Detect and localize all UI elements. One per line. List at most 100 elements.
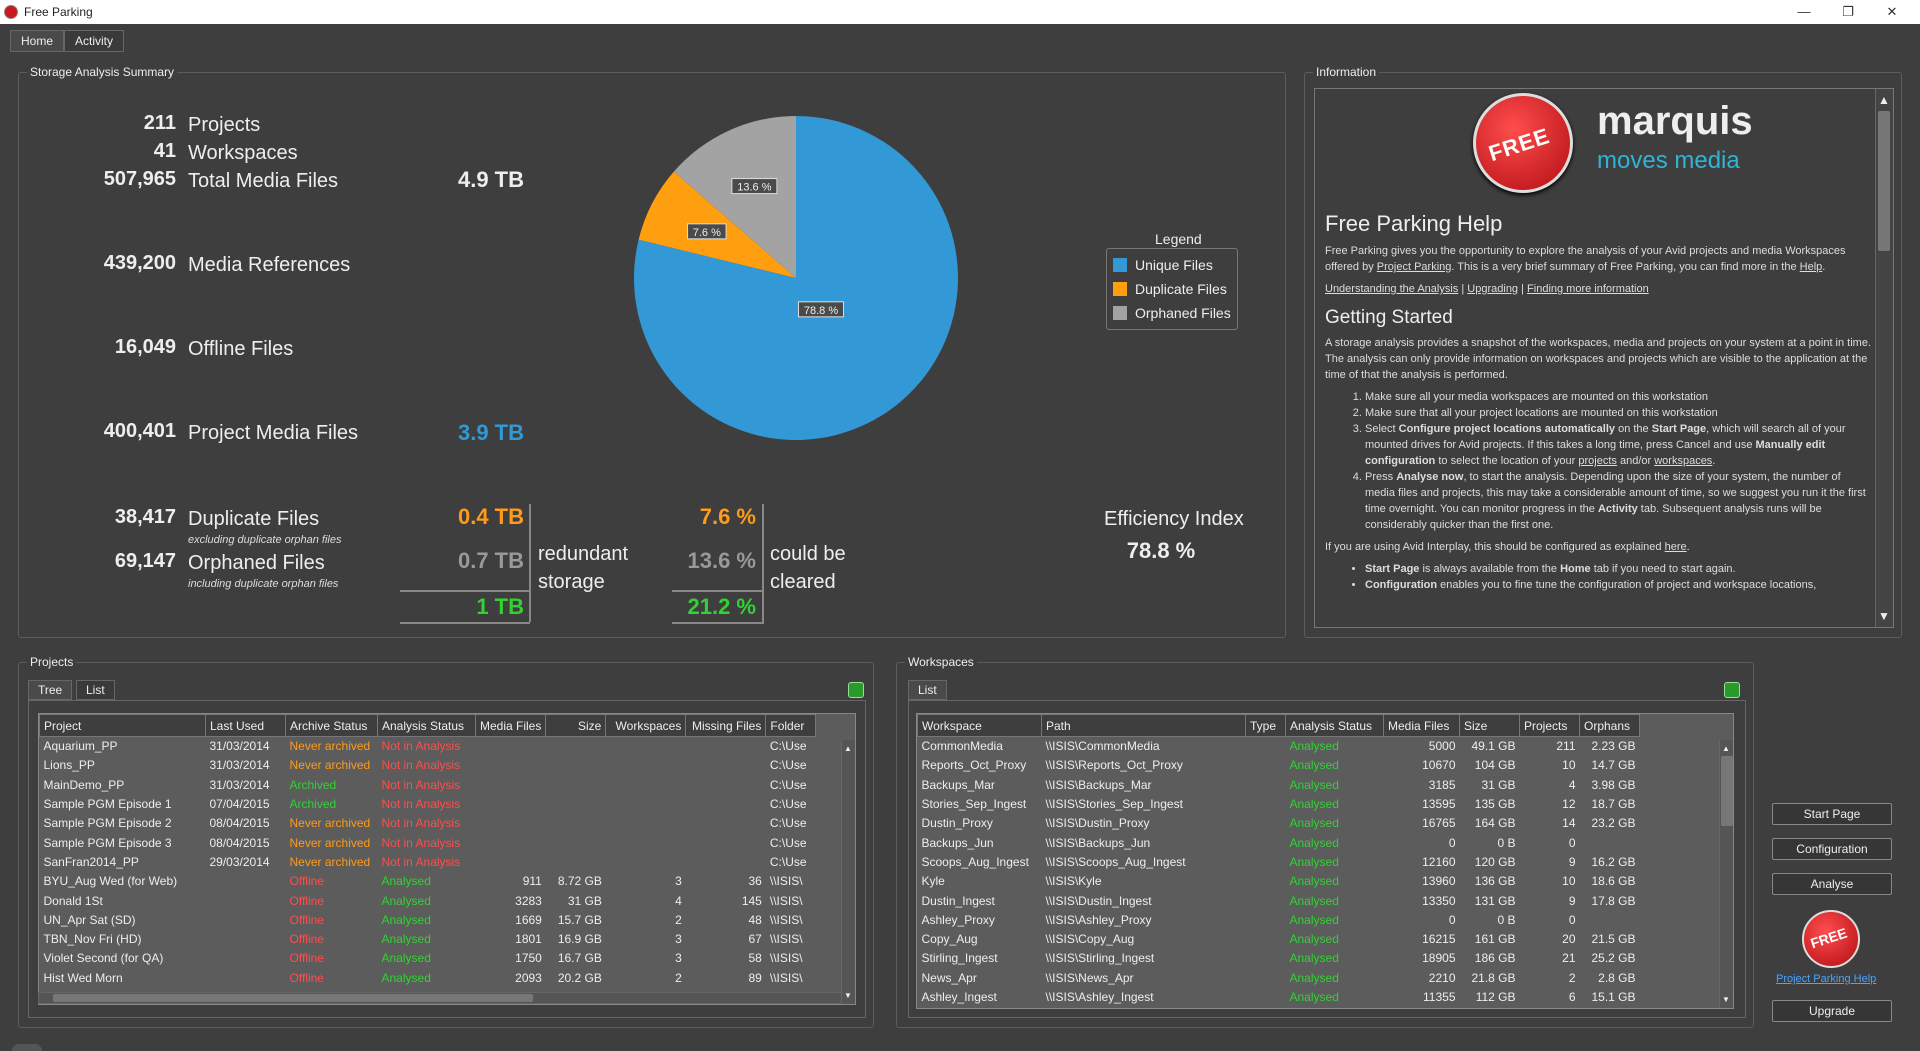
configuration-button[interactable]: Configuration xyxy=(1772,838,1892,860)
workspace-row[interactable]: Ashley_Ingest \\ISIS\Ashley_Ingest Analyse… xyxy=(918,987,1640,1006)
project-row[interactable]: Violet Second (for QA) Offline Analysed 175… xyxy=(40,949,816,968)
project-cell: 2093 xyxy=(515,970,542,985)
workspace-row[interactable]: Dustin_Ingest \\ISIS\Dustin_Ingest Analyse… xyxy=(918,891,1640,910)
projects-hscroll[interactable] xyxy=(38,992,842,1004)
workspace-cell: 13595 xyxy=(1422,797,1456,812)
understanding-analysis-link[interactable]: Understanding the Analysis xyxy=(1325,283,1459,295)
info-scroll-thumb[interactable] xyxy=(1878,111,1890,251)
projects-col-workspaces[interactable]: Workspaces xyxy=(605,714,687,737)
workspace-row[interactable]: Stories_Sep_Ingest \\ISIS\Stories_Sep_Ing… xyxy=(918,794,1640,813)
workspaces-refresh-icon[interactable] xyxy=(1724,682,1740,698)
workspace-cell: 4 xyxy=(1568,777,1576,792)
workspaces-scroll-up-icon[interactable]: ▲ xyxy=(1722,744,1730,753)
workspace-cell: 2210 xyxy=(1428,970,1456,985)
projects-col-analysis-status[interactable]: Analysis Status xyxy=(377,714,476,737)
workspace-row[interactable]: Backups_Mar \\ISIS\Backups_Mar Analysed 318… xyxy=(918,775,1640,794)
workspaces-col-projects[interactable]: Projects xyxy=(1519,714,1580,737)
projects-hscroll-thumb[interactable] xyxy=(53,994,533,1002)
interplay-here-link[interactable]: here xyxy=(1664,541,1687,553)
workspace-row[interactable]: Copy_Aug \\ISIS\Copy_Aug Analysed 16215 161 … xyxy=(918,929,1640,948)
workspaces-col-type[interactable]: Type xyxy=(1245,714,1286,737)
workspace-cell: 3.98 GB xyxy=(1591,777,1636,792)
workspaces-col-media-files[interactable]: Media Files xyxy=(1383,714,1460,737)
close-button[interactable]: ✕ xyxy=(1886,4,1898,19)
project-row[interactable]: BYU_Aug Wed (for Web) Offline Analysed 911 8… xyxy=(40,872,816,891)
projects-refresh-icon[interactable] xyxy=(848,682,864,698)
workspaces-col-size[interactable]: Size xyxy=(1459,714,1520,737)
project-cell: 16.7 GB xyxy=(557,951,602,966)
projects-col-media-files[interactable]: Media Files xyxy=(474,714,547,737)
free-badge-icon[interactable]: FREE xyxy=(1802,910,1860,968)
start-page-button[interactable]: Start Page xyxy=(1772,803,1892,825)
workspace-cell xyxy=(1246,987,1286,1006)
workspaces-scroll-down-icon[interactable]: ▼ xyxy=(1722,995,1730,1004)
project-row[interactable]: UN_Apr Sat (SD) Offline Analysed 1669 15.7 G… xyxy=(40,910,816,929)
project-cell: Hist Wed Morn xyxy=(43,970,123,985)
workspaces-col-path[interactable]: Path xyxy=(1041,714,1246,737)
workspaces-col-analysis-status[interactable]: Analysis Status xyxy=(1285,714,1384,737)
tab-activity[interactable]: Activity xyxy=(64,30,125,52)
workspace-row[interactable]: Backups_Jun \\ISIS\Backups_Jun Analysed 0 0 … xyxy=(918,833,1640,852)
workspace-cell: 131 GB xyxy=(1474,893,1516,908)
project-row[interactable]: Lions_PP 31/03/2014 Never archived Not in A… xyxy=(40,756,816,775)
workspace-cell: 21 xyxy=(1562,951,1576,966)
workspaces-vscroll[interactable]: ▲ ▼ xyxy=(1719,740,1733,1008)
workspaces-col-workspace[interactable]: Workspace xyxy=(917,714,1042,737)
upgrade-button[interactable]: Upgrade xyxy=(1772,1000,1892,1022)
project-parking-link[interactable]: Project Parking xyxy=(1376,261,1452,273)
finding-more-link[interactable]: Finding more information xyxy=(1527,283,1649,295)
project-row[interactable]: Aquarium_PP 31/03/2014 Never archived Not i… xyxy=(40,737,816,756)
redundant-bracket xyxy=(529,504,531,622)
workspaces-scroll-thumb[interactable] xyxy=(1721,756,1733,826)
workspace-cell: \\ISIS\News_Apr xyxy=(1045,970,1134,985)
workspace-row[interactable]: Reports_Oct_Proxy \\ISIS\Reports_Oct_Prox… xyxy=(918,756,1640,775)
workspace-row[interactable]: Stirling_Ingest \\ISIS\Stirling_Ingest Ana… xyxy=(918,949,1640,968)
workspace-row[interactable]: Scoops_Aug_Ingest \\ISIS\Scoops_Aug_Inges… xyxy=(918,852,1640,871)
project-row[interactable]: Sample PGM Episode 3 08/04/2015 Never arch… xyxy=(40,833,816,852)
projects-link[interactable]: projects xyxy=(1578,455,1617,467)
upgrading-link[interactable]: Upgrading xyxy=(1467,283,1519,295)
project-row[interactable]: Sample PGM Episode 1 07/04/2015 Archived No… xyxy=(40,794,816,813)
workspace-row[interactable]: Ashley_Proxy \\ISIS\Ashley_Proxy Analysed 0… xyxy=(918,910,1640,929)
projects-vscroll[interactable]: ▲ ▼ xyxy=(841,740,855,1004)
project-row[interactable]: Hist Wed Morn Offline Analysed 2093 20.2 GB 2… xyxy=(40,968,816,987)
info-scrollbar[interactable]: ▲ ▼ xyxy=(1875,89,1893,627)
project-cell: \\ISIS\ xyxy=(769,912,803,927)
workspace-row[interactable]: Kyle \\ISIS\Kyle Analysed 13960 136 GB 10 18.6… xyxy=(918,872,1640,891)
workspaces-tab-list[interactable]: List xyxy=(908,680,947,700)
pie-slice-unique-files xyxy=(634,116,958,441)
workspaces-col-orphans[interactable]: Orphans xyxy=(1579,714,1640,737)
projects-col-last-used[interactable]: Last Used xyxy=(205,714,286,737)
project-cell: Lions_PP xyxy=(43,758,95,773)
workspace-row[interactable]: Dustin_Proxy \\ISIS\Dustin_Proxy Analysed 1… xyxy=(918,814,1640,833)
projects-col-size[interactable]: Size xyxy=(545,714,607,737)
analyse-button[interactable]: Analyse xyxy=(1772,873,1892,895)
projects-scroll-down-icon[interactable]: ▼ xyxy=(844,991,852,1000)
project-row[interactable]: SanFran2014_PP 29/03/2014 Never archived No… xyxy=(40,852,816,871)
workspace-row[interactable]: CommonMedia \\ISIS\CommonMedia Analysed 500… xyxy=(918,737,1640,756)
projects-col-missing-files[interactable]: Missing Files xyxy=(685,714,767,737)
project-cell: 1669 xyxy=(515,912,542,927)
projects-col-project[interactable]: Project xyxy=(39,714,206,737)
scroll-up-icon[interactable]: ▲ xyxy=(1878,93,1890,107)
workspace-row[interactable]: News_Apr \\ISIS\News_Apr Analysed 2210 21.8 … xyxy=(918,968,1640,987)
project-row[interactable]: TBN_Nov Fri (HD) Offline Analysed 1801 16.9 … xyxy=(40,929,816,948)
project-row[interactable]: MainDemo_PP 31/03/2014 Archived Not in Anal… xyxy=(40,775,816,794)
project-parking-help-link[interactable]: Project Parking Help xyxy=(1776,973,1877,985)
project-cell xyxy=(686,852,766,871)
workspaces-link[interactable]: workspaces xyxy=(1654,455,1713,467)
minimize-button[interactable]: — xyxy=(1797,4,1811,19)
projects-tab-tree[interactable]: Tree xyxy=(28,680,73,700)
project-row[interactable]: Sample PGM Episode 2 08/04/2015 Never arch… xyxy=(40,814,816,833)
projects-tab-list[interactable]: List xyxy=(76,680,115,700)
project-row[interactable]: Donald 1St Offline Analysed 3283 31 GB 4 145 \\… xyxy=(40,891,816,910)
scroll-down-icon[interactable]: ▼ xyxy=(1878,609,1890,623)
maximize-button[interactable]: ❐ xyxy=(1842,4,1854,19)
tab-home[interactable]: Home xyxy=(10,30,65,52)
project-cell: \\ISIS\ xyxy=(769,951,803,966)
projects-scroll-up-icon[interactable]: ▲ xyxy=(844,744,852,753)
workspace-cell: 11355 xyxy=(1423,990,1456,1004)
projects-col-folder[interactable]: Folder xyxy=(765,714,817,737)
projects-col-archive-status[interactable]: Archive Status xyxy=(285,714,378,737)
help-link[interactable]: Help xyxy=(1799,261,1823,273)
